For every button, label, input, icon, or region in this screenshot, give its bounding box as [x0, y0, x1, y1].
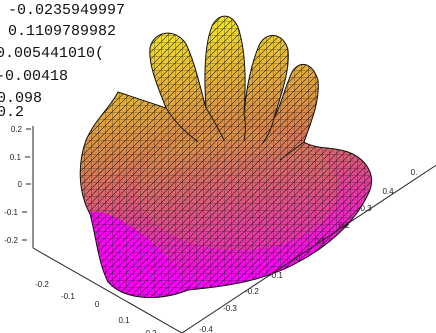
x-tick-label: 0.2 — [145, 329, 157, 333]
x-tick-label: -0.1 — [61, 292, 75, 301]
z-tick-label: 0.2 — [11, 125, 23, 134]
x-tick-label: -0.2 — [35, 280, 49, 289]
readout-value: 0.098 — [0, 90, 43, 107]
y-tick-label: 0.4 — [382, 187, 394, 196]
y-tick-label: -0.4 — [199, 325, 213, 333]
y-tick-label: 0.2 — [338, 221, 350, 230]
readout-value: -0.00418 — [0, 68, 69, 85]
z-tick-label: 0.1 — [10, 153, 22, 162]
finger-gap-lines — [165, 107, 305, 161]
z-tick-label: 0 — [18, 180, 23, 189]
readout-value: -0.0235949997 — [8, 2, 126, 19]
y-tick-label: 0.1 — [314, 237, 326, 246]
y-tick-label: -0.2 — [245, 287, 259, 296]
x-tick-label: 0 — [95, 300, 100, 309]
y-tick-label: 0. — [411, 168, 418, 177]
hand-outline — [79, 15, 372, 299]
y-tick-label: 0 — [296, 254, 301, 263]
y-tick-label: -0.3 — [223, 304, 237, 313]
axes — [32, 126, 436, 333]
y-tick-label: -0.1 — [269, 271, 283, 280]
x-axis-line — [32, 247, 183, 333]
axis-ticks: 0.2 0.1 0 -0.1 -0.2 -0.2 -0.1 0 0.1 0.2 -0.4 -0.3 -0… — [4, 125, 417, 333]
z-tick-label: -0.1 — [4, 208, 18, 217]
readout-value: 0.005441010( — [0, 45, 105, 62]
y-tick-label: 0.3 — [360, 204, 372, 213]
y-axis-line — [181, 164, 436, 333]
readout-value: 0.1109789982 — [8, 23, 117, 40]
x-tick-label: 0.1 — [118, 316, 130, 325]
z-tick-label: -0.2 — [4, 236, 18, 245]
readout-value: 0.2 — [0, 104, 25, 121]
